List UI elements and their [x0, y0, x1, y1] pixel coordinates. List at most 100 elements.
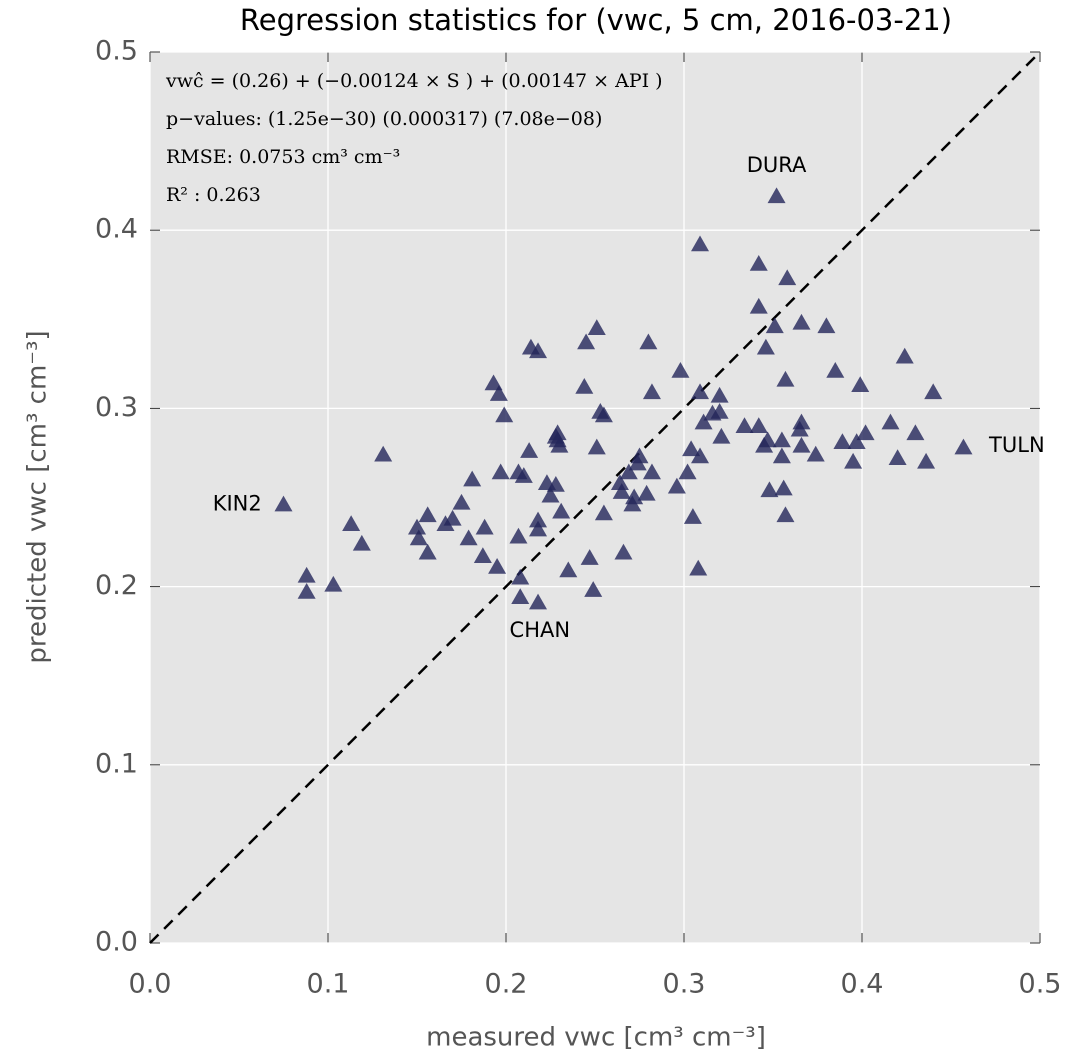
data-point	[550, 436, 569, 453]
data-point	[297, 566, 316, 583]
data-point	[833, 433, 852, 450]
data-point	[541, 486, 560, 503]
data-point	[642, 383, 661, 400]
data-point	[691, 447, 710, 464]
data-point	[844, 452, 863, 469]
data-point	[683, 508, 702, 524]
x-tick-label: 0.5	[1019, 969, 1062, 1000]
data-point	[694, 413, 713, 430]
data-point	[529, 593, 548, 610]
data-point	[772, 447, 791, 464]
data-point	[637, 484, 656, 501]
data-point	[758, 431, 777, 448]
data-point	[710, 402, 729, 419]
data-point	[459, 529, 478, 546]
data-point	[514, 467, 533, 483]
data-point	[577, 333, 596, 350]
data-point	[826, 361, 845, 378]
data-point	[778, 269, 797, 286]
data-point	[529, 520, 548, 537]
data-point	[409, 529, 428, 546]
x-tick-label: 0.0	[129, 969, 172, 1000]
data-point	[888, 449, 907, 466]
data-point	[678, 463, 697, 480]
data-point	[792, 413, 811, 430]
data-point	[847, 433, 866, 450]
chart-title: Regression statistics for (vwc, 5 cm, 20…	[240, 3, 952, 37]
stats-line: RMSE: 0.0753 cm³ cm⁻³	[166, 146, 400, 168]
x-tick-label: 0.4	[841, 969, 884, 1000]
data-point	[767, 187, 786, 204]
stats-line: R² : 0.263	[166, 184, 261, 206]
data-point	[511, 568, 530, 585]
data-point	[774, 479, 793, 496]
data-point	[342, 515, 361, 531]
point-label: DURA	[747, 153, 807, 177]
y-tick-label: 0.5	[95, 36, 138, 67]
data-point	[509, 527, 528, 544]
data-point	[792, 436, 811, 453]
point-label: TULN	[988, 433, 1045, 457]
y-tick-label: 0.0	[95, 927, 138, 958]
data-point	[594, 504, 613, 521]
data-point	[881, 413, 900, 430]
data-point	[584, 581, 603, 597]
data-point	[856, 424, 875, 441]
data-point	[418, 506, 437, 523]
data-point	[776, 370, 795, 387]
stats-line: p−values: (1.25e−30) (0.000317) (7.08e−0…	[166, 108, 602, 130]
data-point	[587, 438, 606, 455]
data-point	[710, 386, 729, 403]
data-point	[374, 445, 393, 462]
y-tick-label: 0.4	[95, 214, 138, 245]
data-point	[475, 518, 494, 535]
data-point	[749, 255, 768, 271]
data-point	[749, 297, 768, 314]
data-point	[552, 502, 571, 519]
data-point	[671, 361, 690, 378]
data-point	[587, 319, 606, 335]
data-point	[324, 575, 343, 592]
data-point	[452, 493, 471, 510]
y-tick-label: 0.1	[95, 748, 138, 779]
data-point	[817, 317, 836, 334]
data-point	[484, 374, 503, 391]
data-point	[612, 483, 631, 499]
data-point	[495, 406, 514, 423]
data-point	[614, 543, 633, 560]
data-point	[352, 534, 371, 551]
data-point	[489, 385, 508, 401]
data-point	[418, 543, 437, 560]
data-point	[594, 406, 613, 423]
data-point	[749, 417, 768, 433]
y-tick-label: 0.2	[95, 570, 138, 601]
data-point	[559, 561, 578, 578]
data-point	[630, 447, 649, 464]
data-point	[443, 509, 462, 526]
data-point	[895, 347, 914, 364]
x-tick-label: 0.1	[307, 969, 350, 1000]
data-point	[776, 506, 795, 523]
data-point	[642, 463, 661, 480]
data-point	[639, 333, 658, 350]
data-point	[924, 383, 943, 400]
data-point	[712, 427, 731, 444]
data-point	[772, 431, 791, 448]
data-point	[473, 547, 492, 564]
point-label: KIN2	[213, 492, 262, 516]
data-point	[735, 417, 754, 433]
data-point	[689, 559, 708, 576]
data-point	[297, 582, 316, 599]
data-point	[691, 235, 710, 252]
data-point	[954, 438, 973, 455]
x-axis-label: measured vwc [cm³ cm⁻³]	[426, 1023, 766, 1053]
data-point	[274, 495, 293, 512]
data-point	[610, 474, 629, 490]
data-point	[491, 463, 510, 480]
x-tick-label: 0.2	[485, 969, 528, 1000]
x-tick-label: 0.3	[663, 969, 706, 1000]
data-point	[792, 313, 811, 330]
data-point	[765, 317, 784, 334]
data-point	[682, 440, 701, 457]
